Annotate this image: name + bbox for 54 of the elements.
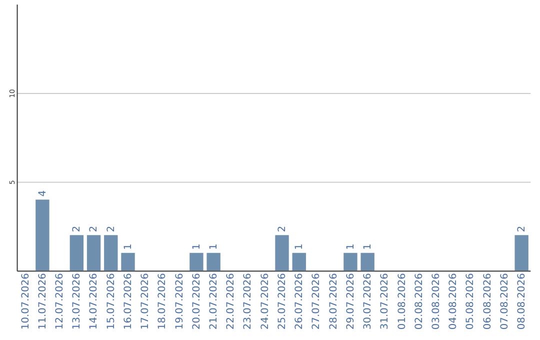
x-tick-label: 02.08.2026 <box>414 273 425 330</box>
x-tick-label: 26.07.2026 <box>294 273 306 330</box>
x-tick-label: 04.08.2026 <box>448 273 460 330</box>
x-tick-label: 28.07.2026 <box>328 273 340 330</box>
x-tick-label: 15.07.2026 <box>106 273 117 330</box>
x-tick-label: 22.07.2026 <box>226 273 237 330</box>
x-tick-label: 20.07.2026 <box>191 273 202 330</box>
x-tick-label: 07.08.2026 <box>499 273 510 330</box>
data-label: 2 <box>72 226 83 232</box>
x-tick-label: 21.07.2026 <box>208 273 220 330</box>
x-tick-label: 12.07.2026 <box>54 273 66 330</box>
x-tick-label: 27.07.2026 <box>311 273 322 330</box>
data-label: 2 <box>516 226 528 232</box>
x-tick-label: 19.07.2026 <box>174 273 186 330</box>
x-tick-label: 25.07.2026 <box>276 273 288 330</box>
x-tick-label: 05.08.2026 <box>465 273 476 330</box>
x-tick-label: 24.07.2026 <box>260 273 271 330</box>
x-tick-label: 17.07.2026 <box>140 273 152 330</box>
bar <box>360 252 374 271</box>
data-label: 1 <box>345 244 356 250</box>
data-label: 2 <box>106 226 117 232</box>
data-label: 1 <box>208 244 220 250</box>
bar <box>275 235 289 271</box>
x-tick-label: 08.08.2026 <box>516 273 528 330</box>
data-label: 1 <box>362 244 374 250</box>
data-label: 2 <box>88 226 100 232</box>
data-label: 2 <box>276 226 288 232</box>
x-tick-label: 06.08.2026 <box>482 273 494 330</box>
data-label: 4 <box>37 190 48 197</box>
bar <box>292 252 306 271</box>
bar <box>121 252 135 271</box>
x-tick-label: 18.07.2026 <box>157 273 168 330</box>
bar <box>344 252 358 271</box>
x-tick-label: 31.07.2026 <box>380 273 391 330</box>
x-tick-label: 23.07.2026 <box>242 273 254 330</box>
bar <box>190 252 204 271</box>
bar <box>86 235 101 271</box>
x-tick-label: 11.07.2026 <box>37 273 48 330</box>
x-tick-label: 03.08.2026 <box>430 273 442 330</box>
bar <box>206 252 220 271</box>
bar <box>70 235 84 271</box>
x-tick-label: 13.07.2026 <box>72 273 83 330</box>
x-tick-label: 29.07.2026 <box>345 273 356 330</box>
bar <box>104 235 118 271</box>
x-tick-label: 14.07.2026 <box>88 273 100 330</box>
x-tick-label: 01.08.2026 <box>396 273 408 330</box>
x-tick-label: 16.07.2026 <box>122 273 134 330</box>
bar <box>514 235 528 271</box>
bar <box>36 200 50 271</box>
data-label: 1 <box>294 244 306 250</box>
data-label: 1 <box>191 244 202 250</box>
x-tick-label: 10.07.2026 <box>20 273 32 330</box>
data-label: 1 <box>122 244 134 250</box>
x-tick-label: 30.07.2026 <box>362 273 374 330</box>
